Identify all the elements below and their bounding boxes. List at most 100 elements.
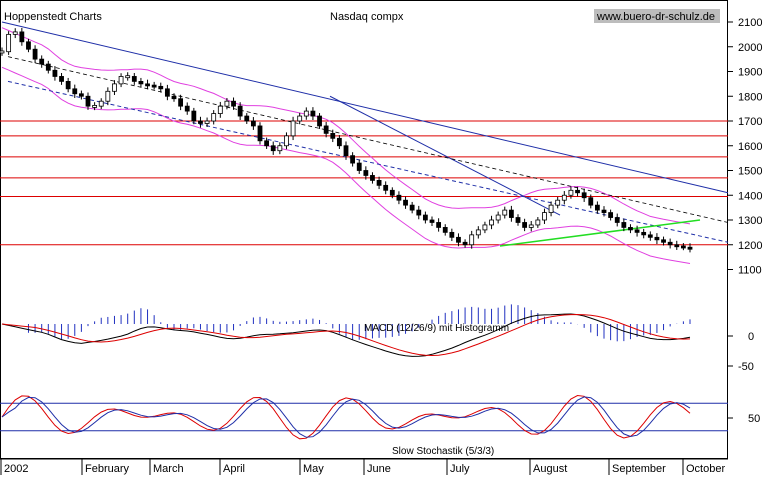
candle-body	[634, 229, 640, 233]
candle-body	[641, 231, 647, 236]
candle-body	[475, 229, 481, 236]
stoch-tick-label: 50	[748, 413, 760, 425]
lower-band	[1, 66, 691, 264]
x-tick-label: March	[153, 463, 184, 475]
candle-body	[422, 214, 428, 221]
candle-body	[628, 227, 633, 231]
candle-body	[323, 125, 329, 134]
candle-body	[370, 175, 375, 181]
candle-body	[654, 236, 660, 241]
candle-body	[363, 170, 369, 176]
y-tick-label: 2000	[738, 42, 762, 54]
candle-body	[237, 105, 243, 117]
candle-body	[588, 197, 594, 206]
candle-body	[125, 75, 131, 79]
candle-body	[396, 194, 402, 201]
watermark-box	[594, 9, 720, 23]
candle-body	[674, 244, 680, 248]
envelope-bands	[1, 27, 691, 264]
candle-body	[191, 110, 197, 122]
candle-body	[92, 105, 98, 108]
candle-body	[284, 135, 289, 147]
candle-body	[105, 90, 111, 102]
candle-body	[32, 48, 38, 60]
candle-body	[297, 115, 303, 122]
candle-body	[303, 110, 309, 117]
long-downtrend	[1, 21, 729, 194]
candle-body	[98, 100, 104, 107]
candle-body	[581, 192, 587, 199]
stochastic-d-line	[1, 396, 691, 438]
candle-body	[548, 204, 554, 213]
candle-body	[231, 100, 236, 107]
candle-body	[198, 120, 203, 124]
candle-body	[409, 204, 415, 211]
candle-body	[317, 115, 322, 127]
candle-body	[343, 145, 349, 157]
candle-body	[647, 234, 653, 238]
candle-body	[542, 212, 547, 221]
candle-body	[449, 231, 455, 238]
x-tick-label: June	[367, 463, 391, 475]
candle-body	[608, 212, 614, 218]
candle-body	[171, 95, 177, 100]
candle-body	[376, 179, 382, 186]
candle-body	[389, 189, 395, 196]
macd-tick-label: 0	[748, 331, 754, 343]
candle-body	[495, 214, 501, 221]
stochastic-label: Slow Stochastik (5/3/3)	[392, 446, 494, 457]
candle-body	[290, 120, 296, 137]
macd-panel	[1, 304, 691, 357]
candle-body	[535, 219, 541, 226]
macd-tick-label: -50	[738, 361, 754, 373]
candle-body	[575, 189, 580, 194]
y-tick-label: 1900	[738, 67, 762, 79]
y-tick-label: 1100	[738, 265, 762, 277]
steep-downtrend	[329, 95, 561, 216]
y-tick-label: 1700	[738, 116, 762, 128]
candle-body	[489, 219, 494, 226]
candle-body	[528, 224, 534, 228]
x-axis: 2002 February March April May June July August S…	[0, 458, 728, 475]
candle-body	[85, 95, 91, 107]
candle-body	[330, 132, 336, 139]
candle-body	[436, 222, 442, 228]
x-tick-label: 2002	[4, 463, 28, 475]
chart-frame	[0, 0, 728, 459]
candle-body	[211, 113, 217, 122]
candle-body	[568, 189, 574, 196]
candle-body	[621, 222, 627, 228]
candle-body	[310, 110, 316, 117]
candle-body	[138, 81, 144, 85]
upper-band	[1, 27, 691, 225]
candle-body	[224, 100, 230, 107]
candle-body	[429, 219, 435, 223]
chart-title: Nasdaq compx	[330, 11, 404, 23]
candle-body	[158, 85, 164, 90]
candle-body	[667, 241, 673, 246]
x-tick-label: October	[686, 463, 725, 475]
y-tick-label: 1200	[738, 240, 762, 252]
x-tick-label: July	[450, 463, 470, 475]
candle-body	[164, 88, 170, 97]
candle-body	[178, 98, 184, 107]
candle-body	[26, 41, 31, 50]
candle-body	[65, 81, 71, 90]
candle-body	[594, 204, 600, 211]
candle-body	[270, 145, 276, 152]
candle-body	[131, 76, 137, 82]
candle-body	[442, 227, 448, 233]
x-tick-label: February	[85, 463, 130, 475]
candle-body	[515, 217, 521, 223]
candle-body	[250, 120, 256, 127]
x-tick-label: September	[612, 463, 666, 475]
candle-body	[403, 199, 408, 206]
candle-body	[456, 236, 461, 243]
x-tick-label: May	[303, 463, 324, 475]
candle-body	[680, 245, 686, 249]
candle-body	[469, 234, 475, 246]
y-tick-label: 2100	[738, 17, 762, 29]
y-tick-label: 1500	[738, 166, 762, 178]
watermark: www.buero-dr-schulz.de	[596, 11, 715, 23]
